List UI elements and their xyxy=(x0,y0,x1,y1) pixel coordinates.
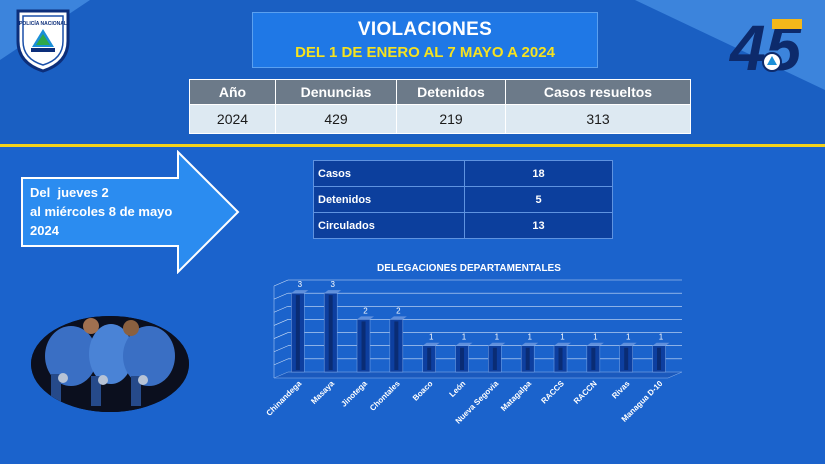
bar-shade xyxy=(361,321,366,370)
bar-shade xyxy=(295,295,300,370)
chart-gridline xyxy=(273,306,289,313)
stats-row: Detenidos 5 xyxy=(313,186,613,213)
data-label: 1 xyxy=(527,333,532,342)
data-label: 1 xyxy=(626,333,631,342)
category-label: Chontales xyxy=(368,379,402,413)
bar-shade xyxy=(591,347,596,370)
stats-row: Circulados 13 xyxy=(313,212,613,239)
stats-value-circulados: 13 xyxy=(464,212,613,239)
data-label: 3 xyxy=(330,280,335,289)
period-line-1: Del jueves 2 xyxy=(30,185,109,200)
title-box: VIOLACIONES DEL 1 DE ENERO AL 7 MAYO A 2… xyxy=(252,12,598,68)
data-label: 1 xyxy=(495,333,500,342)
police-badge-logo: POLICÍA NACIONAL xyxy=(16,9,70,73)
data-label: 1 xyxy=(593,333,598,342)
bar-top xyxy=(422,342,440,346)
chart-gridline xyxy=(273,319,289,326)
category-label: Jinotega xyxy=(339,379,369,409)
summary-data-row: 2024 429 219 313 xyxy=(189,104,691,134)
stats-label-circulados: Circulados xyxy=(313,212,465,239)
bar-top xyxy=(586,342,604,346)
bar-shade xyxy=(657,347,662,370)
period-text: Del jueves 2 al miércoles 8 de mayo 2024 xyxy=(30,183,172,240)
data-label: 2 xyxy=(396,306,401,315)
bar-top xyxy=(619,342,637,346)
stats-value-casos: 18 xyxy=(464,160,613,187)
category-label: RACCN xyxy=(572,379,599,406)
chart-gridline xyxy=(273,345,289,352)
corner-decoration-right xyxy=(635,0,825,90)
chart-title: DELEGACIONES DEPARTAMENTALES xyxy=(377,263,561,274)
bar-top xyxy=(389,316,407,320)
data-label: 1 xyxy=(462,333,467,342)
category-label: Masaya xyxy=(309,379,336,406)
detainees-photo xyxy=(31,316,189,412)
bar-top xyxy=(554,342,572,346)
category-label: RACCS xyxy=(539,379,566,406)
period-line-3: 2024 xyxy=(30,223,59,238)
cell-denuncias: 429 xyxy=(275,104,397,134)
delegaciones-bar-chart: 3 Chinandega 3 Masaya 2 Jinotega 2 Chontales 1 Bo… xyxy=(265,279,683,426)
category-label: León xyxy=(448,379,468,399)
bar-top xyxy=(357,316,375,320)
bar-top xyxy=(291,290,309,294)
data-label: 3 xyxy=(298,280,303,289)
header-year: Año xyxy=(189,79,276,105)
category-label: Boaco xyxy=(411,379,435,403)
bar-shade xyxy=(624,347,629,370)
summary-table: Año Denuncias Detenidos Casos resueltos … xyxy=(189,79,691,134)
stats-label-casos: Casos xyxy=(313,160,465,187)
bar-shade xyxy=(525,347,530,370)
page-subtitle: DEL 1 DE ENERO AL 7 MAYO A 2024 xyxy=(295,44,555,61)
chart-floor xyxy=(273,371,683,379)
cell-year: 2024 xyxy=(189,104,276,134)
weekly-stats-table: Casos 18 Detenidos 5 Circulados 13 xyxy=(313,160,613,239)
chart-gridline xyxy=(273,279,289,287)
header-denuncias: Denuncias xyxy=(275,79,397,105)
stats-row: Casos 18 xyxy=(313,160,613,187)
page-title: VIOLACIONES xyxy=(357,19,493,40)
bar-top xyxy=(652,342,670,346)
summary-header-row: Año Denuncias Detenidos Casos resueltos xyxy=(189,79,691,105)
period-arrow xyxy=(21,150,240,274)
period-line-2: al miércoles 8 de mayo xyxy=(30,204,173,219)
bar-top xyxy=(455,342,473,346)
category-label: Chinandega xyxy=(265,379,304,418)
data-label: 1 xyxy=(659,333,664,342)
bar-top xyxy=(488,342,506,346)
detainees-illustration xyxy=(31,316,189,412)
category-label: Matagalpa xyxy=(499,379,533,413)
header-detenidos: Detenidos xyxy=(396,79,506,105)
bar-shade xyxy=(492,347,497,370)
data-label: 1 xyxy=(560,333,565,342)
cell-casos-resueltos: 313 xyxy=(505,104,691,134)
chart-gridline xyxy=(273,292,289,300)
category-label: Rivas xyxy=(610,379,632,401)
stats-label-detenidos: Detenidos xyxy=(313,186,465,213)
cell-detenidos: 219 xyxy=(396,104,506,134)
bar-shade xyxy=(394,321,399,370)
data-label: 2 xyxy=(363,306,368,315)
header-casos-resueltos: Casos resueltos xyxy=(505,79,691,105)
bar-shade xyxy=(558,347,563,370)
data-label: 1 xyxy=(429,333,434,342)
bar-shade xyxy=(427,347,432,370)
chart-gridline xyxy=(273,358,289,366)
chart-gridline xyxy=(273,332,289,339)
badge-lettering: POLICÍA NACIONAL xyxy=(19,19,67,27)
anniversary-45-logo: 45 xyxy=(728,12,803,78)
bar-top xyxy=(521,342,539,346)
stats-value-detenidos: 5 xyxy=(464,186,613,213)
bar-top xyxy=(324,290,342,294)
bar-shade xyxy=(328,295,333,370)
divider-stripe xyxy=(0,144,825,147)
bar-shade xyxy=(460,347,465,370)
